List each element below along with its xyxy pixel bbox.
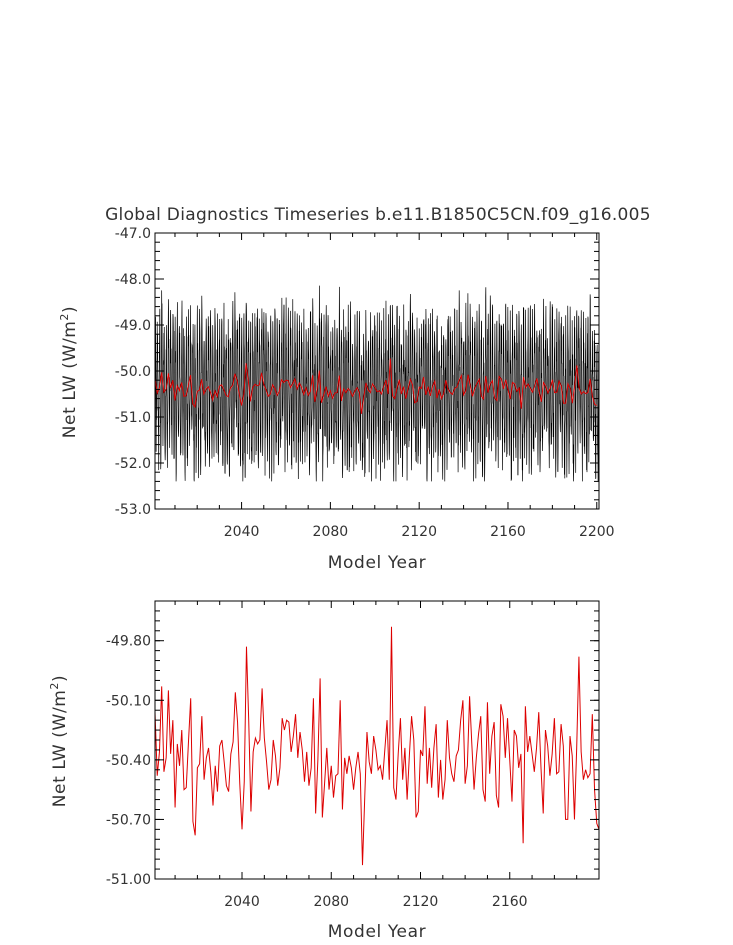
top-y-axis-label-main: Net LW (W/m [60, 321, 80, 439]
top-x-ticks: 2040 2080 2120 2160 2200 [174, 233, 615, 540]
x-tick-label: 2080 [313, 894, 349, 910]
bottom-y-axis-label: Net LW (W/m2) [48, 675, 70, 808]
y-tick-label: -50.70 [106, 812, 151, 828]
bottom-y-axis-label-sup: 2 [48, 682, 61, 690]
top-x-axis-label: Model Year [328, 553, 426, 573]
annual-series-red [154, 358, 598, 414]
monthly-line [154, 285, 599, 482]
top-panel: Global Diagnostics Timeseries b.e11.B185… [58, 205, 651, 573]
bottom-annual-line [154, 626, 600, 866]
x-tick-label: 2120 [401, 524, 437, 540]
chart-title: Global Diagnostics Timeseries b.e11.B185… [105, 205, 651, 225]
y-tick-label: -53.0 [115, 502, 151, 518]
x-tick-label: 2040 [224, 524, 260, 540]
bottom-x-ticks: 2040 2080 2120 2160 [174, 601, 600, 910]
bottom-y-axis-label-close: ) [50, 675, 70, 682]
y-tick-label: -51.00 [106, 872, 151, 888]
x-tick-label: 2080 [313, 524, 349, 540]
y-tick-label: -50.0 [115, 364, 151, 380]
x-tick-label: 2200 [579, 524, 615, 540]
monthly-series-black [154, 285, 599, 482]
y-tick-label: -50.10 [106, 693, 151, 709]
x-tick-label: 2120 [403, 894, 439, 910]
top-y-axis-label: Net LW (W/m2) [58, 306, 80, 439]
x-tick-label: 2040 [224, 894, 260, 910]
top-y-ticks: -53.0 -52.0 -51.0 -50.0 -49.0 -48.0 -47.0 [115, 226, 599, 518]
top-y-axis-label-close: ) [60, 306, 80, 313]
bottom-y-axis-label-main: Net LW (W/m [50, 690, 70, 808]
y-tick-label: -52.0 [115, 456, 151, 472]
y-tick-label: -47.0 [115, 226, 151, 242]
top-y-axis-label-sup: 2 [58, 313, 71, 321]
annual-line [154, 358, 598, 414]
bottom-x-axis-label: Model Year [328, 922, 426, 942]
x-tick-label: 2160 [490, 524, 526, 540]
y-tick-label: -49.80 [106, 634, 151, 650]
bottom-annual-series-red [154, 626, 600, 866]
y-tick-label: -51.0 [115, 410, 151, 426]
x-tick-label: 2160 [492, 894, 528, 910]
y-tick-label: -48.0 [115, 272, 151, 288]
y-tick-label: -50.40 [106, 753, 151, 769]
bottom-y-ticks: -51.00 -50.70 -50.40 -50.10 -49.80 [106, 600, 599, 888]
y-tick-label: -49.0 [115, 318, 151, 334]
bottom-panel: 2040 2080 2120 2160 -51.00 -50.70 -50.40 -50.1… [48, 600, 600, 942]
